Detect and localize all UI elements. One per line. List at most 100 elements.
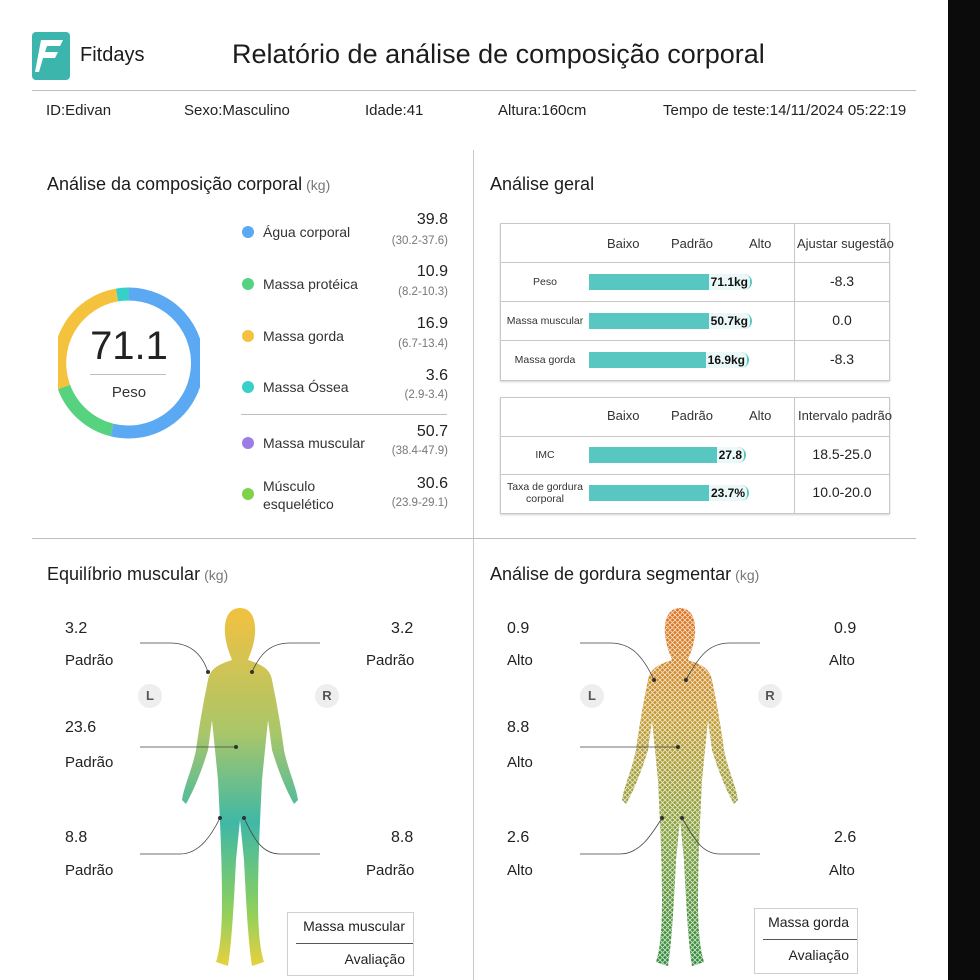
water-range: (30.2-37.6)	[391, 235, 448, 247]
fat-label: Massa gorda	[263, 328, 344, 344]
composition-list-divider	[241, 414, 447, 415]
muscle-leader-lines	[140, 642, 320, 855]
fat-trunk-value: 8.8	[507, 719, 530, 736]
fat-range: (6.7-13.4)	[398, 338, 448, 350]
fat-legend: Massa gorda Avaliação	[754, 908, 858, 974]
muscle-right-arm-status: Padrão	[366, 652, 415, 669]
t1-line-3	[501, 340, 889, 341]
fat-left-marker: L	[580, 684, 604, 708]
muscle-left-arm-status: Padrão	[65, 652, 114, 669]
t1-row-weight-adjust: -8.3	[829, 273, 855, 289]
t1-row-muscle-bar: 50.7kg	[589, 313, 752, 329]
t2-row-bmi-bar: 27.8	[589, 447, 746, 463]
t2-row-bodyfat-bar-value: 23.7%	[708, 485, 747, 501]
muscle-trunk-value: 23.6	[65, 719, 97, 736]
composition-donut	[58, 287, 200, 439]
water-label: Água corporal	[263, 224, 351, 240]
user-sex: Sexo:Masculino	[184, 102, 290, 119]
muscle-title-text: Equilíbrio muscular	[47, 564, 201, 584]
protein-value: 10.9	[416, 263, 448, 280]
t1-header-adjust: Ajustar sugestão	[797, 236, 894, 251]
t2-row-bodyfat-label-line2: corporal	[526, 493, 564, 505]
t1-line-2	[501, 301, 889, 302]
donut-segment-fat	[58, 288, 119, 390]
t2-header-range: Intervalo padrão	[798, 408, 892, 423]
t2-row-bmi-range: 18.5-25.0	[812, 446, 872, 462]
weight-label: Peso	[111, 384, 147, 401]
fat-right-leg-status: Alto	[829, 862, 855, 879]
skeletal-dot-icon	[242, 488, 254, 500]
t1-header-low: Baixo	[607, 236, 640, 251]
fat-legend-bottom: Avaliação	[788, 947, 849, 963]
muscle-right-marker: R	[315, 684, 339, 708]
t1-header-high: Alto	[749, 236, 772, 251]
center-divider	[473, 150, 474, 980]
t1-line-1	[501, 262, 889, 263]
middle-divider	[32, 538, 916, 539]
t2-row-bmi-bar-value: 27.8	[716, 447, 744, 463]
report-title: Relatório de análise de composição corpo…	[232, 39, 765, 69]
fat-right-arm-value: 0.9	[834, 620, 857, 637]
muscle-range: (38.4-47.9)	[391, 445, 448, 457]
bone-label: Massa Óssea	[263, 379, 349, 395]
bone-dot-icon	[242, 381, 254, 393]
t1-row-weight-label: Peso	[533, 276, 557, 288]
t1-vertical-divider	[794, 224, 795, 380]
right-edge-bar	[948, 0, 980, 980]
t1-row-muscle-label: Massa muscular	[506, 315, 584, 327]
test-time: Tempo de teste:14/11/2024 05:22:19	[663, 102, 907, 119]
bone-range: (2.9-3.4)	[404, 389, 448, 401]
fat-trunk-status: Alto	[507, 754, 533, 771]
muscle-unit: (kg)	[204, 567, 229, 583]
fat-left-leg-value: 2.6	[507, 829, 530, 846]
header-divider	[32, 90, 916, 91]
f-logo-icon	[35, 40, 63, 72]
composition-section-title: Análise da composição corporal (kg)	[47, 174, 330, 195]
muscle-legend-top: Massa muscular	[303, 918, 405, 934]
fat-value: 16.9	[416, 315, 448, 332]
skeletal-label-line1: Músculo	[263, 478, 316, 494]
t1-row-muscle-adjust: 0.0	[832, 312, 852, 328]
donut-segment-protein	[58, 384, 114, 437]
donut-segment-water	[110, 287, 200, 439]
fat-dot-icon	[242, 330, 254, 342]
muscle-legend-separator	[296, 943, 413, 944]
skeletal-value: 30.6	[416, 475, 448, 492]
skeletal-label: Músculo esquelético	[263, 477, 334, 513]
t1-header-standard: Padrão	[671, 236, 713, 251]
fat-unit: (kg)	[735, 567, 760, 583]
user-age: Idade:41	[365, 102, 424, 119]
muscle-body-figure	[182, 608, 298, 966]
fat-body-figure	[622, 608, 738, 966]
general-table-1: Baixo Padrão Alto Ajustar sugestão Peso …	[500, 223, 894, 381]
t1-row-fat-bar: 16.9kg	[589, 352, 749, 368]
t1-row-weight-bar: 71.1kg	[589, 274, 752, 290]
t2-header-standard: Padrão	[671, 408, 713, 423]
t1-row-fat-bar-value: 16.9kg	[705, 352, 747, 368]
t2-vertical-divider	[794, 398, 795, 513]
t2-row-bodyfat-label-line1: Taxa de gordura	[507, 481, 583, 493]
t2-header-low: Baixo	[607, 408, 640, 423]
fat-right-leg-value: 2.6	[834, 829, 857, 846]
muscle-right-leg-value: 8.8	[391, 829, 414, 846]
fat-leader-lines	[580, 642, 760, 855]
protein-range: (8.2-10.3)	[398, 286, 448, 298]
muscle-left-arm-value: 3.2	[65, 620, 88, 637]
muscle-section-title: Equilíbrio muscular (kg)	[47, 564, 228, 585]
t2-row-bodyfat-label: Taxa de gordura corporal	[503, 481, 587, 505]
t2-row-bmi-label: IMC	[535, 449, 555, 461]
muscle-right-arm-value: 3.2	[391, 620, 414, 637]
muscle-value: 50.7	[416, 423, 448, 440]
muscle-right-leg-status: Padrão	[366, 862, 415, 879]
muscle-left-leg-status: Padrão	[65, 862, 114, 879]
fat-left-leg-status: Alto	[507, 862, 533, 879]
composition-title-text: Análise da composição corporal	[47, 174, 303, 194]
fat-section-title: Análise de gordura segmentar (kg)	[490, 564, 759, 585]
weight-divider	[90, 374, 166, 375]
t1-row-fat-adjust: -8.3	[829, 351, 855, 367]
fat-legend-top: Massa gorda	[768, 914, 849, 930]
protein-label: Massa protéica	[263, 276, 358, 292]
muscle-label: Massa muscular	[263, 435, 365, 451]
t1-row-muscle-bar-value: 50.7kg	[708, 313, 750, 329]
t1-row-fat-label: Massa gorda	[514, 354, 576, 366]
